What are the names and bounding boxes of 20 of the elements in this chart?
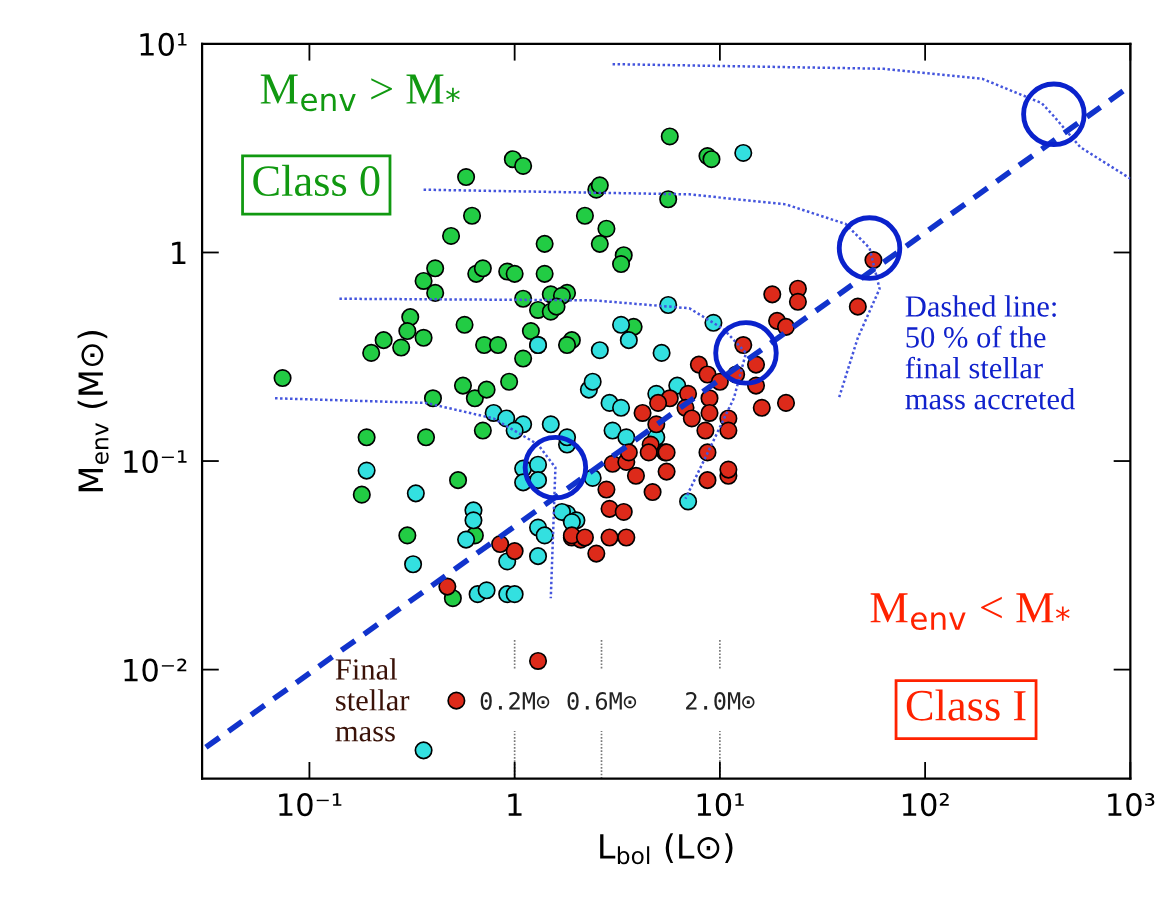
annotation: M$_{env}$ > M$_{*}$: [260, 74, 460, 112]
x-tick-label: 10¹: [697, 793, 744, 817]
ref-line-label: 0.6M⊙: [567, 692, 637, 710]
annotation: Class 0: [253, 164, 380, 197]
y-tick-label: 10⁻¹: [124, 449, 187, 474]
y-axis-title: M$_{env}$ (M⊙): [77, 331, 109, 492]
annotation: Class I: [906, 689, 1026, 721]
annotation: Dashed line: 50 % of the final stellar mass accreted: [905, 295, 1075, 410]
x-axis-title: L$_{bol}$ (L⊙): [600, 833, 733, 865]
y-tick-label: 1: [172, 241, 186, 265]
annotation: M$_{env}$ < M$_{*}$: [870, 593, 1070, 631]
x-tick-label: 10³: [1108, 793, 1155, 817]
ref-line-label: 2.0M⊙: [686, 692, 755, 710]
x-tick-label: 10²: [902, 793, 949, 817]
annotation: Final stellar mass: [335, 658, 410, 742]
y-tick-label: 10⁻²: [124, 658, 187, 682]
x-tick-label: 1: [508, 793, 522, 816]
x-tick-label: 10⁻¹: [279, 793, 342, 817]
y-tick-label: 10¹: [140, 32, 187, 56]
ref-line-label: 0.2M⊙: [480, 692, 550, 710]
